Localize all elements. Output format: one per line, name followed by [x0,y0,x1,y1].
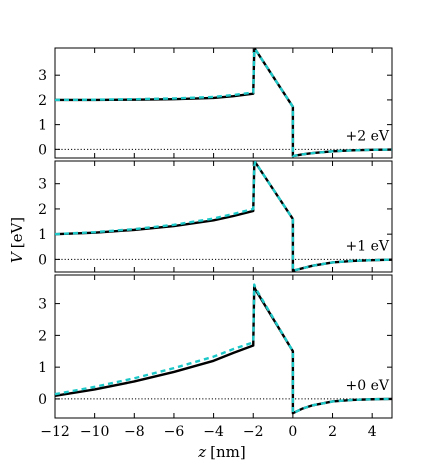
y-tick-label: 3 [38,68,47,84]
y-tick-label: 1 [38,360,47,376]
y-tick-label: 1 [38,227,47,243]
panel-frame [54,160,393,273]
y-tick-label: 3 [38,297,47,313]
y-tick-label: 2 [38,93,47,109]
y-tick-label: 2 [38,328,47,344]
series-line-solid [54,161,393,272]
series-line-dashed [54,161,393,272]
x-axis-label: z [nm] [197,443,246,461]
panel-2: 0 1 2 3 +0 eV [38,274,393,419]
x-tick-label: −10 [80,424,110,440]
x-tick-label: −4 [203,424,224,440]
y-tick-label: 2 [38,202,47,218]
series-line-dashed [54,48,393,158]
panel-label: +1 eV [346,238,390,254]
series-line-solid [54,284,393,415]
x-tick-label: −2 [243,424,264,440]
x-tick-label: 4 [368,424,377,440]
panels-group: 0 1 2 3 +2 eV 0 1 2 3 +1 eV 0 1 2 3 +0 eV −12 −10 −8 −6 −4 −… [38,47,393,440]
panel-1: 0 1 2 3 +1 eV [38,160,393,273]
y-tick-label: 0 [38,392,47,408]
panel-0: 0 1 2 3 +2 eV [38,47,393,159]
panel-frame [54,47,393,159]
x-tick-label: 0 [288,424,297,440]
y-tick-label: 1 [38,118,47,134]
panel-label: +2 eV [346,128,390,144]
y-tick-label: 0 [38,142,47,158]
y-tick-label: 3 [38,177,47,193]
series-line-dashed [54,283,393,415]
x-tick-label: 2 [328,424,337,440]
panel-label: +0 eV [346,378,390,394]
panel-frame [54,274,393,419]
x-tick-label: −6 [164,424,185,440]
series-line-solid [55,48,393,158]
x-tick-label: −12 [40,424,70,440]
y-axis-label: V[eV] [8,217,26,263]
y-tick-label: 0 [38,252,47,268]
x-tick-label: −8 [124,424,145,440]
